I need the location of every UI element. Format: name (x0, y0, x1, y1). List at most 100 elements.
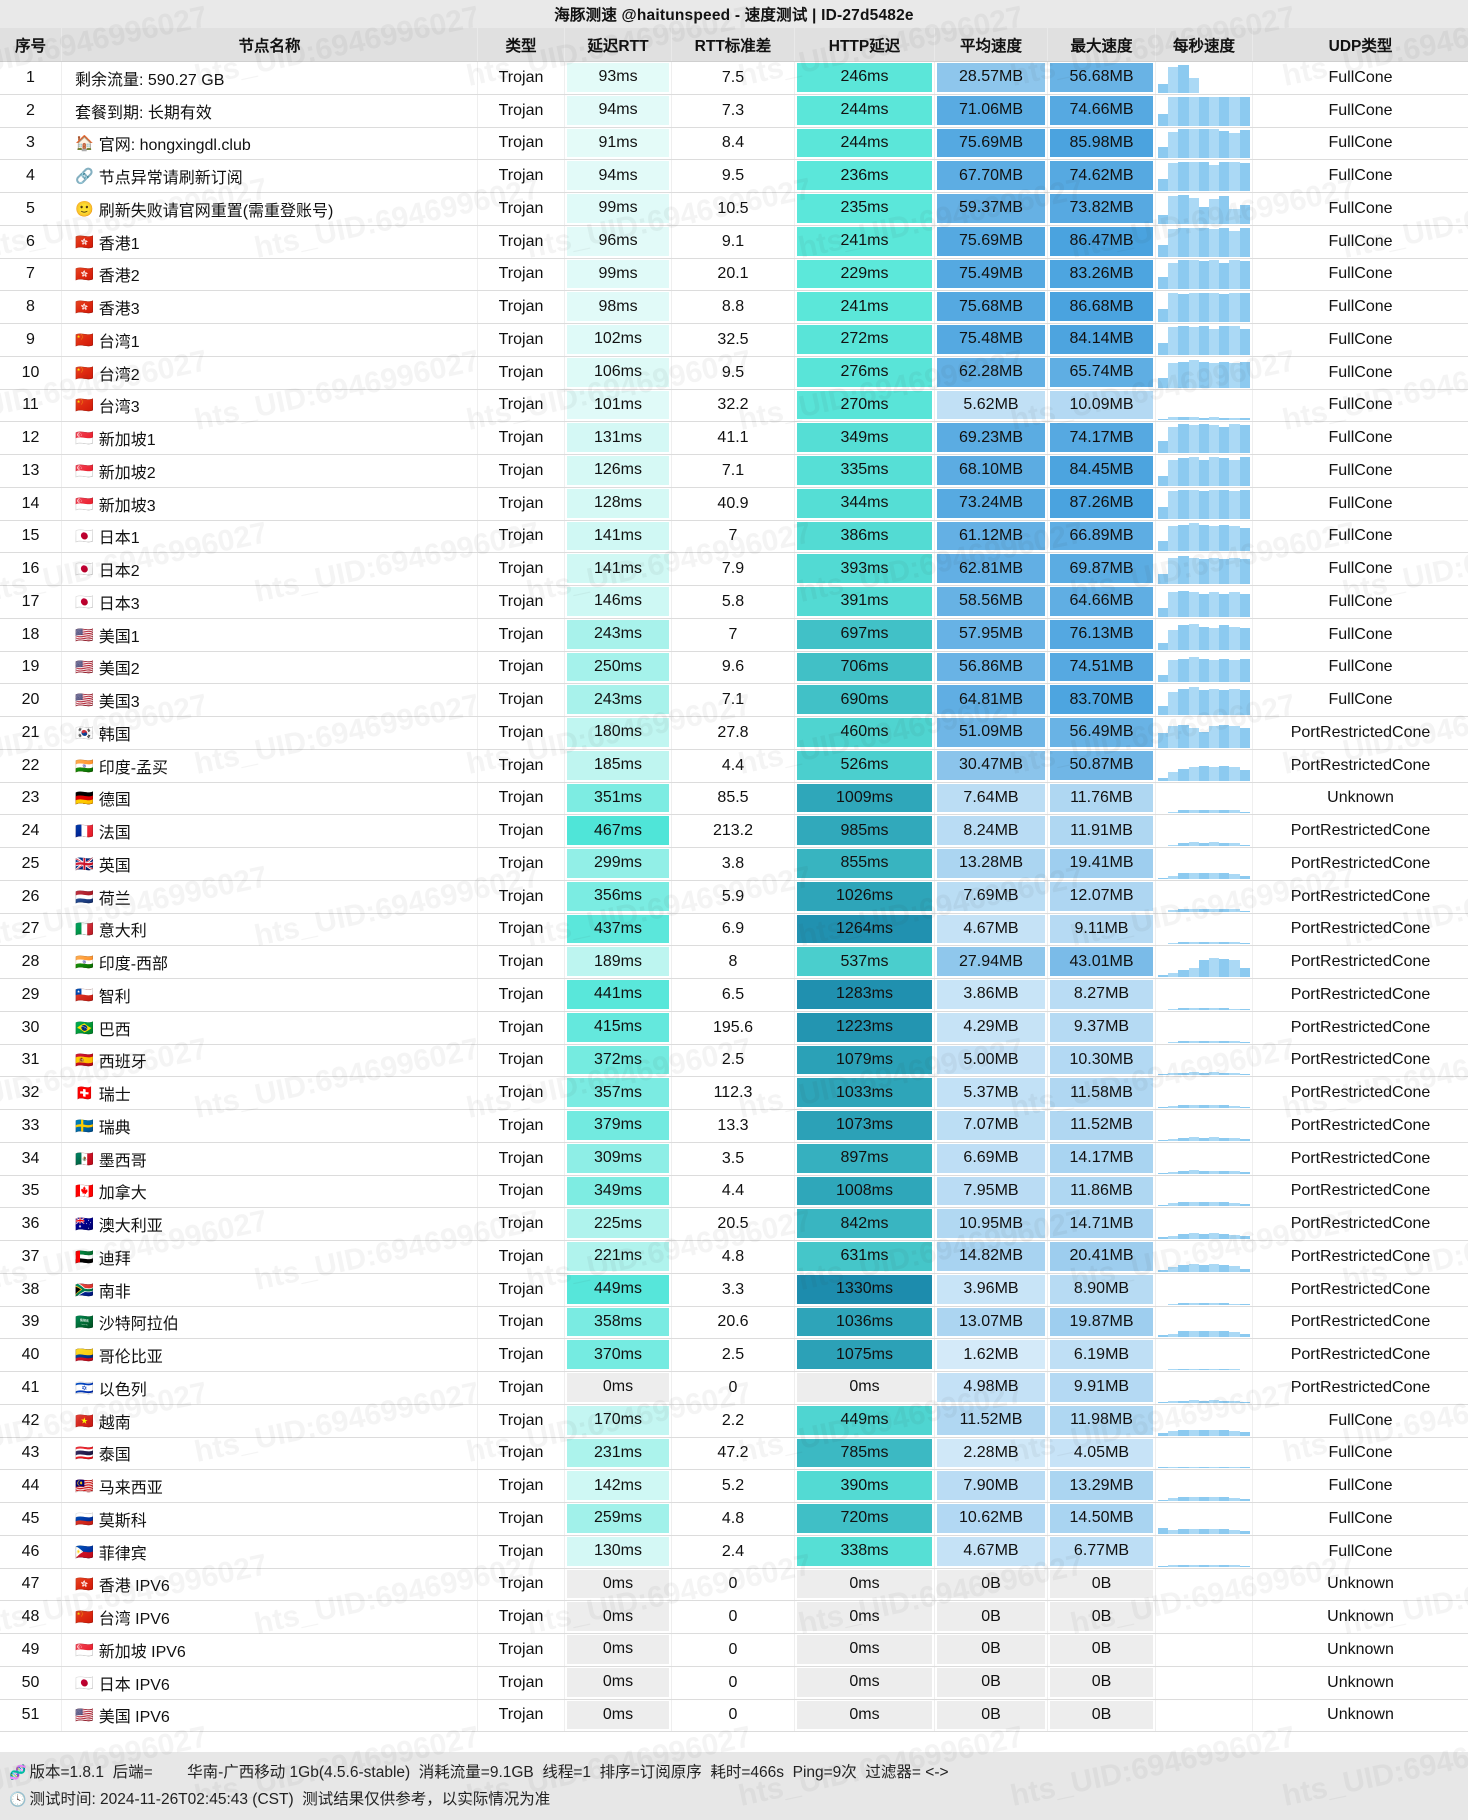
http-latency-value: 842ms (797, 1209, 932, 1238)
spark-bar (1208, 1263, 1220, 1272)
rtt-value: 0ms (567, 1667, 669, 1697)
per-second-speed-cell (1156, 389, 1253, 422)
spark-bar (1229, 873, 1240, 879)
avg-speed-cell: 4.98MB (935, 1372, 1048, 1404)
spark-bar (1188, 908, 1199, 912)
spark-bar (1198, 459, 1209, 486)
row-index: 40 (0, 1339, 62, 1371)
rtt-value: 146ms (567, 587, 669, 616)
spark-bar (1208, 810, 1220, 814)
node-type: Trojan (478, 1044, 565, 1077)
node-name-text: 哥伦比亚 (98, 1349, 163, 1367)
max-speed-cell: 65.74MB (1048, 356, 1156, 389)
avg-speed-value: 57.95MB (937, 619, 1045, 649)
udp-type: PortRestrictedCone (1290, 1182, 1431, 1200)
node-flag-icon: 🇨🇳 (75, 397, 94, 415)
max-speed-cell: 10.30MB (1048, 1044, 1156, 1077)
per-second-speed-cell (1156, 1601, 1253, 1633)
table-row: 17 🇯🇵 日本3 Trojan 146ms 5.8 391ms 58.56MB 64.66MB… (0, 586, 1468, 619)
speed-sparkline (1156, 1241, 1252, 1273)
node-name-text: 迪拜 (98, 1250, 131, 1268)
max-speed-cell: 0B (1048, 1601, 1156, 1633)
node-type: Trojan (478, 455, 565, 487)
spark-bar (1178, 810, 1189, 814)
spark-bar (1239, 1401, 1250, 1403)
max-speed-value: 9.37MB (1050, 1012, 1153, 1042)
max-speed-cell: 74.62MB (1048, 160, 1156, 192)
row-index: 50 (0, 1666, 62, 1699)
node-name: 🇨🇴 哥伦比亚 (62, 1339, 478, 1371)
spark-bar (1158, 732, 1169, 748)
node-name-text: 韩国 (98, 726, 131, 744)
rtt-cell: 91ms (565, 127, 672, 160)
avg-speed-cell: 27.94MB (935, 946, 1048, 978)
spark-bar (1168, 845, 1179, 846)
http-latency-value: 349ms (797, 423, 932, 452)
http-latency-value: 244ms (797, 95, 932, 125)
http-latency-cell: 241ms (795, 291, 935, 323)
spark-bar (1178, 1234, 1189, 1239)
max-speed-value: 73.82MB (1050, 194, 1153, 223)
spark-bar (1168, 1203, 1179, 1207)
spark-bar (1239, 1303, 1250, 1305)
node-type: Trojan (478, 291, 565, 323)
max-speed-value: 83.70MB (1050, 685, 1153, 714)
max-speed-value: 0B (1050, 1700, 1153, 1730)
spark-bar (1208, 417, 1220, 421)
node-type: Trojan (478, 1110, 565, 1142)
spark-bar (1188, 1233, 1199, 1239)
max-speed-value: 66.89MB (1050, 521, 1153, 551)
node-flag-icon: 🇦🇺 (75, 1216, 94, 1234)
spark-bar (1158, 309, 1169, 322)
rtt-value: 93ms (567, 63, 669, 92)
node-type: Trojan (478, 782, 565, 815)
node-name-text: 印度-西部 (98, 956, 169, 974)
spark-bar (1168, 195, 1179, 224)
rtt-stddev: 112.3 (672, 1077, 795, 1109)
spark-bar (1178, 194, 1189, 224)
spark-bar (1188, 489, 1199, 519)
node-flag-icon: 🇨🇳 (75, 364, 94, 382)
per-second-speed-cell (1156, 717, 1253, 749)
rtt-cell: 94ms (565, 94, 672, 127)
table-row: 43 🇹🇭 泰国 Trojan 231ms 47.2 785ms 2.28MB 4.05MB Fu… (0, 1437, 1468, 1471)
rtt-cell: 351ms (565, 782, 672, 815)
avg-speed-value: 7.69MB (937, 881, 1045, 911)
max-speed-cell: 11.98MB (1048, 1404, 1156, 1437)
http-latency-value: 0ms (797, 1700, 932, 1730)
max-speed-value: 56.49MB (1050, 718, 1153, 747)
avg-speed-cell: 75.49MB (935, 258, 1048, 291)
spark-bar (1219, 1331, 1230, 1338)
spark-bar (1178, 1528, 1189, 1534)
node-name-text: 沙特阿拉伯 (98, 1316, 179, 1334)
rtt-stddev: 2.5 (672, 1044, 795, 1077)
avg-speed-value: 0B (937, 1602, 1045, 1631)
max-speed-value: 8.27MB (1050, 980, 1153, 1009)
per-second-speed-cell (1156, 62, 1253, 94)
speed-sparkline (1156, 390, 1252, 422)
rtt-cell: 185ms (565, 749, 672, 782)
rtt-value: 221ms (567, 1242, 669, 1271)
spark-bar (1178, 162, 1189, 191)
spark-bar (1219, 624, 1230, 650)
rtt-cell: 415ms (565, 1011, 672, 1044)
rtt-value: 358ms (567, 1307, 669, 1337)
rtt-stddev: 213.2 (672, 815, 795, 847)
udp-type: PortRestrictedCone (1290, 723, 1431, 741)
rtt-cell: 0ms (565, 1699, 672, 1732)
rtt-stddev: 27.8 (672, 717, 795, 749)
udp-type: Unknown (1327, 1608, 1394, 1626)
http-latency-cell: 235ms (795, 193, 935, 225)
rtt-value: 259ms (567, 1504, 669, 1533)
max-speed-value: 74.66MB (1050, 95, 1153, 125)
speed-sparkline (1156, 1077, 1252, 1109)
spark-bar (1188, 77, 1199, 93)
avg-speed-value: 58.56MB (937, 587, 1045, 616)
http-latency-cell: 1009ms (795, 782, 935, 815)
row-index: 18 (0, 618, 62, 651)
spark-bar (1229, 942, 1240, 945)
spark-bar (1219, 1369, 1230, 1370)
speed-sparkline (1156, 1438, 1252, 1470)
node-flag-icon: 🇮🇱 (75, 1379, 94, 1397)
http-latency-value: 391ms (797, 587, 932, 616)
